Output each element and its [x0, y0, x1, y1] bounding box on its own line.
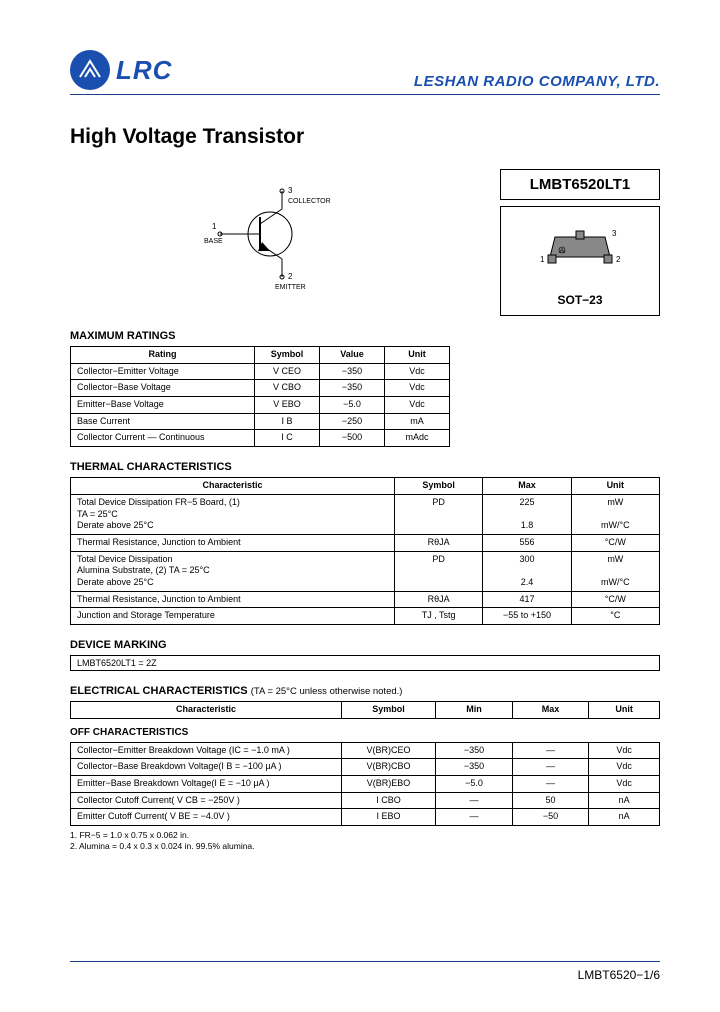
logo: LRC: [70, 50, 172, 90]
svg-text:1: 1: [212, 222, 217, 231]
off-title: OFF CHARACTERISTICS: [70, 727, 660, 738]
ratings-table: RatingSymbolValueUnit Collector−Emitter …: [70, 346, 450, 447]
logo-text: LRC: [116, 55, 172, 86]
thermal-title: THERMAL CHARACTERISTICS: [70, 461, 660, 473]
svg-text:EMITTER: EMITTER: [275, 284, 306, 289]
svg-text:2: 2: [288, 272, 293, 281]
electrical-title: ELECTRICAL CHARACTERISTICS (TA = 25°C un…: [70, 685, 660, 697]
svg-text:2: 2: [616, 255, 621, 264]
footnotes: 1. FR−5 = 1.0 x 0.75 x 0.062 in.2. Alumi…: [70, 830, 660, 852]
thermal-table: CharacteristicSymbolMaxUnit Total Device…: [70, 477, 660, 625]
svg-text:3: 3: [612, 229, 617, 238]
off-characteristics-table: Collector−Emitter Breakdown Voltage (IC …: [70, 742, 660, 826]
ratings-title: MAXIMUM RATINGS: [70, 330, 660, 342]
logo-icon: [70, 50, 110, 90]
svg-text:BASE: BASE: [204, 238, 223, 245]
part-number: LMBT6520LT1: [500, 169, 660, 200]
package-diagram: 1 2 3 SOT−23: [500, 206, 660, 316]
page-title: High Voltage Transistor: [70, 125, 660, 149]
company-name: LESHAN RADIO COMPANY, LTD.: [414, 73, 660, 90]
marking-text: LMBT6520LT1 = 2Z: [70, 655, 660, 671]
svg-text:1: 1: [540, 255, 545, 264]
svg-text:3: 3: [288, 186, 293, 195]
page-footer: LMBT6520−1/6: [70, 961, 660, 982]
marking-title: DEVICE MARKING: [70, 639, 660, 651]
transistor-schematic: 1 BASE 3 COLLECTOR 2 EMITTER: [200, 179, 350, 292]
page-header: LRC LESHAN RADIO COMPANY, LTD.: [70, 50, 660, 95]
svg-text:COLLECTOR: COLLECTOR: [288, 198, 331, 205]
electrical-header-table: CharacteristicSymbolMinMaxUnit: [70, 701, 660, 719]
package-label: SOT−23: [557, 293, 602, 307]
